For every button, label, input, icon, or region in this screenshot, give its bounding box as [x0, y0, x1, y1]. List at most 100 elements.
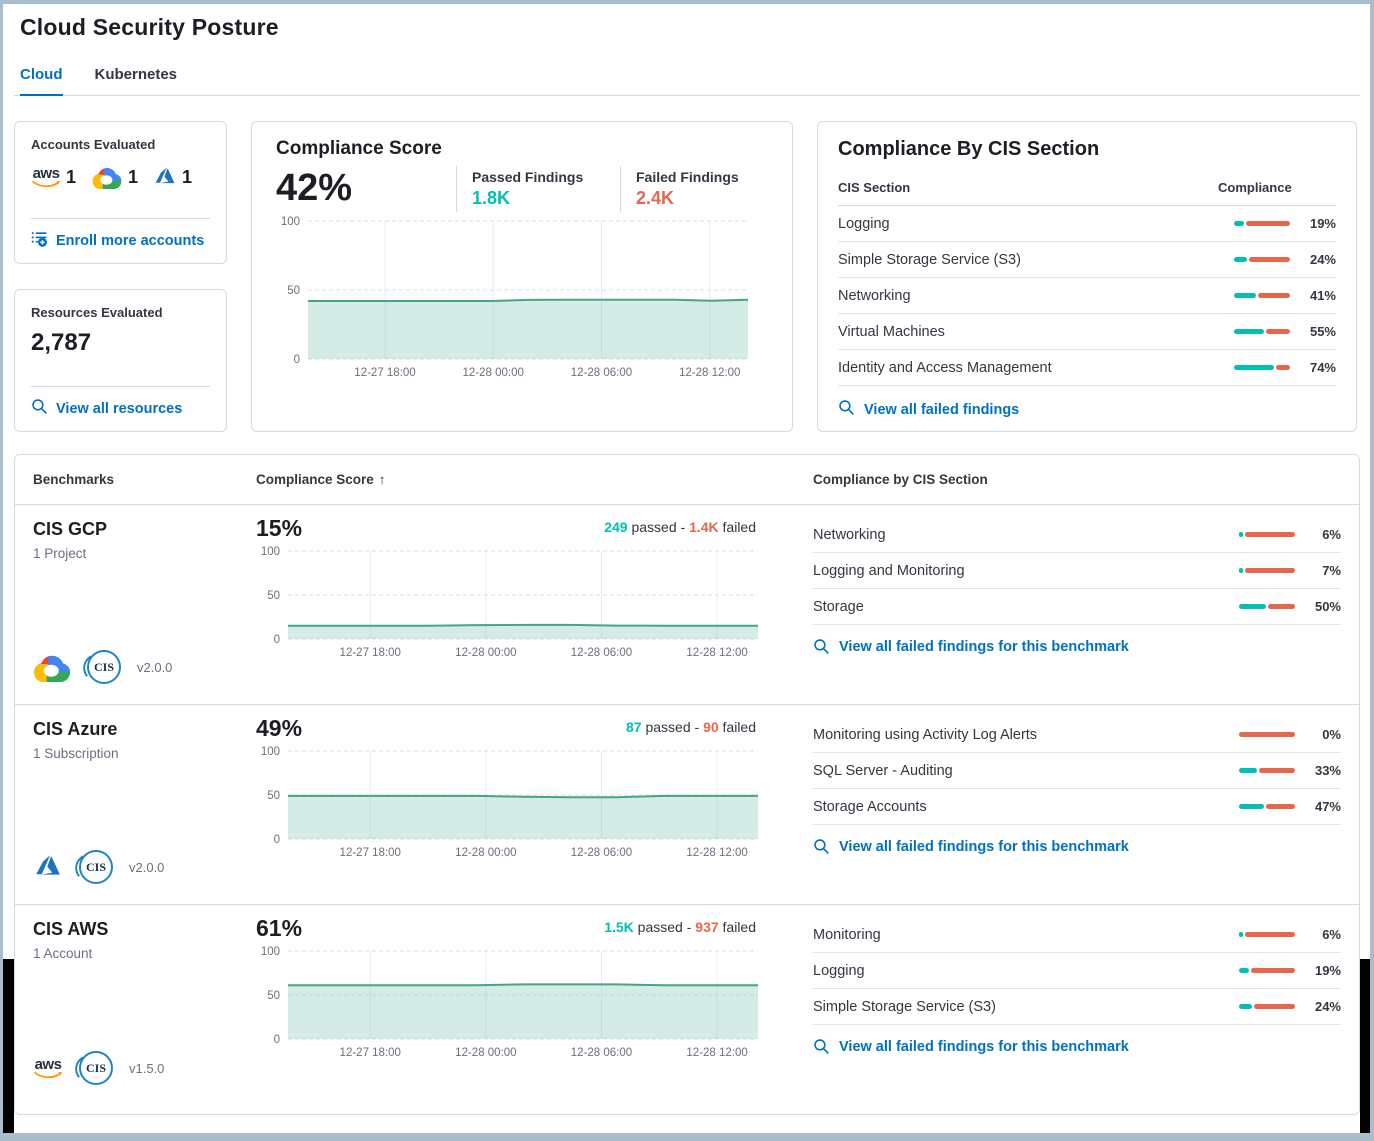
left-cards-column: Accounts Evaluated aws 1 1 1	[14, 121, 227, 432]
black-edge-left	[3, 959, 14, 1133]
divider	[31, 218, 210, 219]
svg-text:100: 100	[281, 216, 300, 228]
cis-section-column-header: CIS Section	[838, 180, 911, 195]
cis-section-name: Virtual Machines	[838, 323, 945, 340]
view-all-failed-findings-link[interactable]: View all failed findings	[838, 399, 1336, 420]
view-failed-findings-benchmark-label: View all failed findings for this benchm…	[839, 638, 1129, 655]
view-failed-findings-benchmark-link[interactable]: View all failed findings for this benchm…	[813, 1038, 1341, 1055]
compliance-percent: 24%	[1314, 999, 1341, 1014]
accounts-evaluated-label: Accounts Evaluated	[31, 137, 156, 152]
failed-findings-value[interactable]: 2.4K	[636, 188, 675, 208]
tab-kubernetes[interactable]: Kubernetes	[94, 66, 178, 83]
search-icon	[32, 399, 47, 414]
benchmark-cis-sections: Networking 6% Logging and Monitoring 7% St…	[813, 517, 1341, 704]
compliance-mini-bar	[1239, 768, 1295, 773]
benchmark-cis-sections: Monitoring 6% Logging 19% Simple Storage S…	[813, 917, 1341, 1105]
svg-text:50: 50	[267, 590, 280, 602]
benchmark-cis-sections: Monitoring using Activity Log Alerts 0% S…	[813, 717, 1341, 904]
compliance-percent: 19%	[1309, 216, 1336, 231]
benchmark-name: CIS GCP	[33, 519, 108, 539]
svg-text:12-28 06:00: 12-28 06:00	[571, 847, 632, 859]
compliance-percent: 50%	[1314, 599, 1341, 614]
gcp-icon	[92, 168, 122, 189]
compliance-mini-bar	[1239, 968, 1295, 973]
azure-icon	[155, 167, 175, 184]
failed-count[interactable]: 90	[703, 719, 719, 735]
svg-text:12-28 12:00: 12-28 12:00	[686, 647, 747, 659]
compliance-percent: 7%	[1322, 563, 1341, 578]
cis-section-row: Virtual Machines 55%	[838, 314, 1336, 350]
failed-count[interactable]: 1.4K	[689, 519, 719, 535]
benchmark-logos: CIS v2.0.0	[33, 650, 256, 684]
compliance-score-column-header[interactable]: Compliance Score ↑	[256, 472, 386, 487]
svg-text:12-27 18:00: 12-27 18:00	[340, 847, 401, 859]
summary-row: Accounts Evaluated aws 1 1 1	[14, 121, 1360, 432]
cis-section-name: Storage	[813, 598, 864, 615]
benchmark-account-count: 1 Project	[33, 546, 87, 561]
svg-text:100: 100	[261, 746, 280, 758]
compliance-mini-bar	[1239, 568, 1295, 573]
sort-ascending-icon: ↑	[378, 472, 386, 487]
svg-text:12-28 12:00: 12-28 12:00	[679, 367, 740, 379]
passed-count[interactable]: 1.5K	[604, 919, 634, 935]
benchmark-trend-chart: 12-27 18:00 12-28 00:00 12-28 06:00 12-28 1…	[256, 546, 813, 668]
enroll-more-accounts-label: Enroll more accounts	[56, 232, 205, 249]
view-all-resources-link[interactable]: View all resources	[31, 387, 210, 431]
benchmark-row-cis-gcp: CIS GCP 1 Project CIS v2.0.0 15% 249 pas…	[15, 505, 1359, 705]
svg-text:100: 100	[261, 546, 280, 558]
compliance-mini-bar	[1239, 1004, 1295, 1009]
compliance-percent: 24%	[1309, 252, 1336, 267]
cis-section-row: Monitoring using Activity Log Alerts 0%	[813, 717, 1341, 753]
compliance-mini-bar	[1239, 732, 1295, 737]
compliance-mini-bar	[1234, 221, 1290, 226]
passed-failed-summary: 1.5K passed - 937 failed	[604, 919, 756, 935]
compliance-mini-bar	[1234, 293, 1290, 298]
svg-text:0: 0	[274, 1034, 280, 1046]
compliance-by-cis-section-card: Compliance By CIS Section CIS Section Co…	[817, 121, 1357, 432]
tab-cloud[interactable]: Cloud	[20, 66, 63, 96]
svg-text:0: 0	[274, 634, 280, 646]
passed-count[interactable]: 87	[626, 719, 642, 735]
passed-failed-summary: 249 passed - 1.4K failed	[604, 519, 756, 535]
compliance-mini-bar	[1239, 804, 1295, 809]
compliance-mini-bar	[1239, 932, 1295, 937]
passed-count[interactable]: 249	[604, 519, 628, 535]
failed-count[interactable]: 937	[695, 919, 719, 935]
svg-text:12-28 00:00: 12-28 00:00	[455, 1047, 516, 1059]
gcp-count-value: 1	[128, 166, 139, 187]
cis-section-row: SQL Server - Auditing 33%	[813, 753, 1341, 789]
cis-section-name: Networking	[838, 287, 911, 304]
black-edge-right	[1360, 959, 1370, 1133]
cis-section-name: Networking	[813, 526, 886, 543]
benchmark-trend-chart: 12-27 18:00 12-28 00:00 12-28 06:00 12-28 1…	[256, 946, 813, 1068]
compliance-percent: 55%	[1309, 324, 1336, 339]
cis-section-row: Logging and Monitoring 7%	[813, 553, 1341, 589]
tab-bar: Cloud Kubernetes	[14, 66, 1360, 96]
search-icon	[838, 399, 855, 420]
benchmark-compliance-score: 61%	[256, 915, 303, 941]
cis-section-name: Logging	[813, 962, 865, 979]
compliance-mini-bar	[1234, 365, 1290, 370]
compliance-percent: 41%	[1309, 288, 1336, 303]
cis-section-name: Simple Storage Service (S3)	[838, 251, 1021, 268]
svg-text:12-28 06:00: 12-28 06:00	[571, 647, 632, 659]
compliance-mini-bar	[1234, 329, 1290, 334]
cis-benchmark-icon: CIS	[79, 1051, 113, 1085]
svg-text:12-27 18:00: 12-27 18:00	[354, 367, 415, 379]
cis-section-row: Simple Storage Service (S3) 24%	[813, 989, 1341, 1025]
accounts-evaluated-card: Accounts Evaluated aws 1 1 1	[14, 121, 227, 264]
svg-text:12-28 12:00: 12-28 12:00	[686, 847, 747, 859]
benchmark-row-cis-azure: CIS Azure 1 Subscription CIS v2.0.0 49% …	[15, 705, 1359, 905]
compliance-percent: 47%	[1314, 799, 1341, 814]
aws-icon: aws	[33, 1057, 63, 1079]
failed-findings-metric: Failed Findings 2.4K	[620, 166, 768, 212]
view-failed-findings-benchmark-link[interactable]: View all failed findings for this benchm…	[813, 638, 1341, 655]
benchmark-compliance-score: 49%	[256, 715, 303, 741]
cis-section-name: SQL Server - Auditing	[813, 762, 953, 779]
enroll-more-accounts-link[interactable]: Enroll more accounts	[31, 219, 210, 263]
view-failed-findings-benchmark-link[interactable]: View all failed findings for this benchm…	[813, 838, 1341, 855]
view-all-resources-label: View all resources	[56, 400, 183, 417]
passed-findings-value[interactable]: 1.8K	[472, 188, 511, 208]
cis-section-rows: Logging 19% Simple Storage Service (S3) 2…	[838, 206, 1336, 386]
